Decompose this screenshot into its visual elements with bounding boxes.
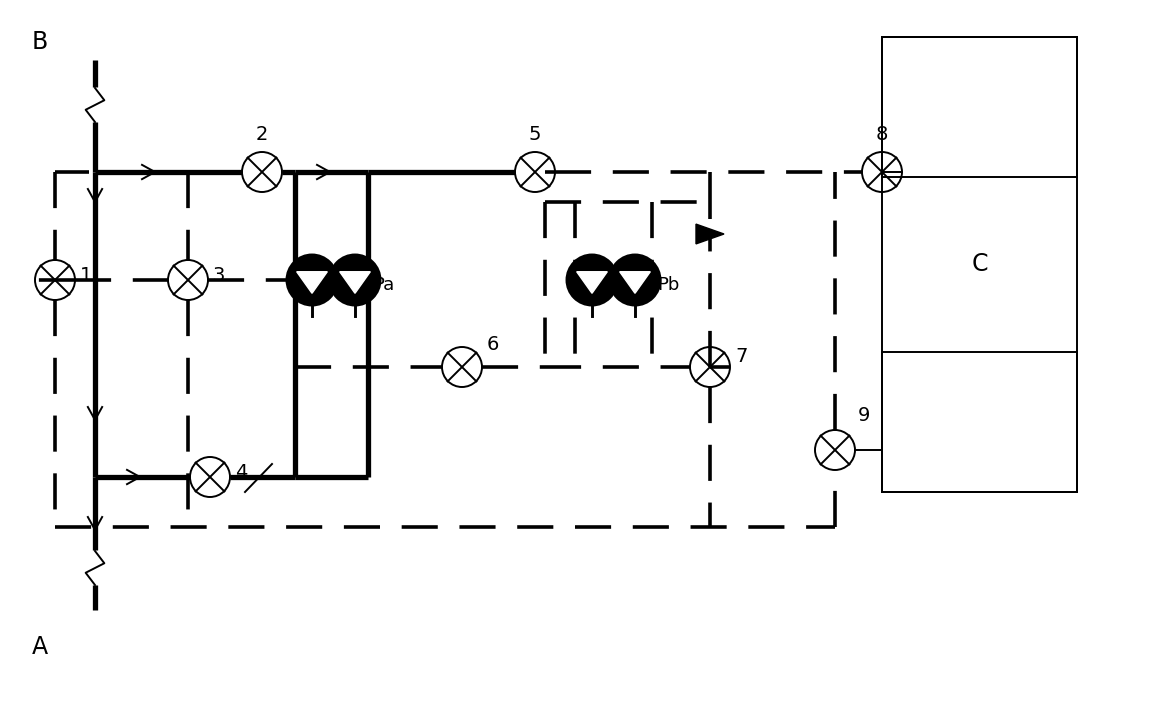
Text: Pa: Pa	[373, 276, 395, 294]
Polygon shape	[696, 224, 724, 244]
Text: 2: 2	[256, 125, 268, 144]
Text: 5: 5	[528, 125, 541, 144]
Text: B: B	[32, 30, 48, 54]
Text: 3: 3	[213, 265, 226, 284]
Text: 1: 1	[81, 265, 92, 284]
Circle shape	[566, 255, 617, 305]
Text: A: A	[32, 635, 48, 659]
Text: 6: 6	[487, 336, 500, 355]
Circle shape	[610, 255, 661, 305]
Text: 8: 8	[876, 125, 889, 144]
Bar	[882, 352, 1077, 492]
Circle shape	[329, 255, 381, 305]
Text: 9: 9	[857, 406, 870, 425]
Polygon shape	[577, 272, 608, 293]
Bar	[882, 37, 1077, 492]
Text: 4: 4	[235, 463, 247, 482]
Bar	[882, 37, 1077, 177]
Circle shape	[287, 255, 337, 305]
Polygon shape	[619, 272, 650, 293]
Polygon shape	[340, 272, 371, 293]
Text: 7: 7	[735, 347, 747, 366]
Text: C: C	[971, 252, 989, 276]
Text: Pb: Pb	[657, 276, 679, 294]
Polygon shape	[297, 272, 327, 293]
